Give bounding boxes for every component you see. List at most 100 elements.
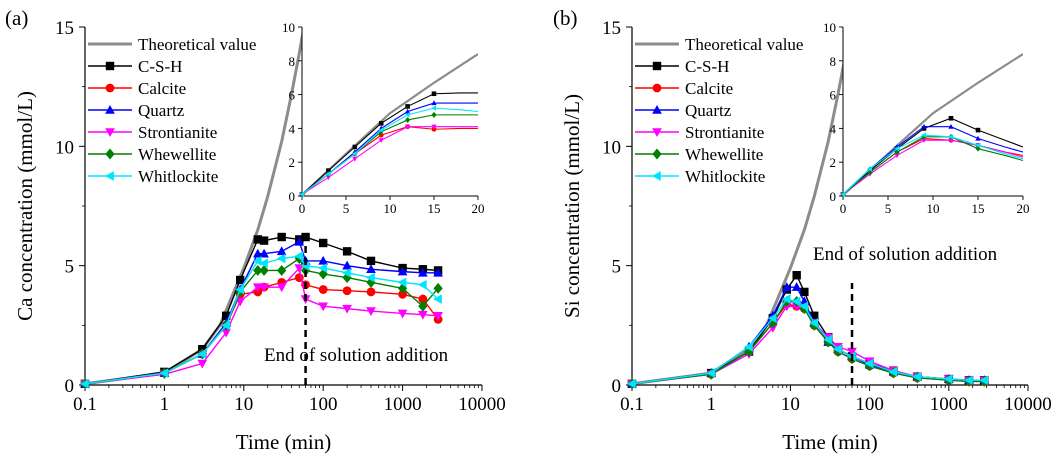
panel-a-series-whitlockite-line: [84, 255, 439, 385]
panel-a-series-whitlockite-point: [276, 253, 286, 264]
panel-a-x-tick-label: 10: [234, 394, 253, 415]
panel-b-series-whitlockite-point: [888, 367, 898, 377]
panel-a-inset-y-tick-label: 0: [289, 189, 296, 204]
panel-a-series-calcite-point: [366, 287, 376, 297]
panel-b-y-tick-label: 5: [612, 257, 622, 278]
panel-a-series-c-s-h-point: [319, 238, 328, 248]
panel-a-series-quartz-point: [397, 266, 408, 276]
panel-b-x-tick-label: 1000: [930, 394, 968, 415]
panel-b-x-tick-label: 10000: [1004, 394, 1052, 415]
panel-a-series-quartz-point: [318, 255, 329, 265]
panel-b-legend-quartz-label: Quartz: [685, 101, 732, 120]
panel-b-legend-calcite-label: Calcite: [685, 79, 733, 98]
panel-a-inset-x-tick-label: 5: [343, 201, 350, 216]
panel-b-end-of-addition-label: End of solution addition: [813, 244, 998, 265]
panel-a-series-c-s-h-point: [366, 256, 376, 266]
panel-a-y-tick-label: 15: [55, 18, 74, 39]
panel-b-inset-x-tick-label: 20: [1017, 201, 1030, 216]
panel-b-x-tick-label: 10: [781, 394, 800, 415]
panel-a-inset-x-tick-label: 20: [472, 201, 485, 216]
panel-a-series-calcite-point: [418, 294, 428, 304]
panel-a-series-whitlockite-point: [300, 260, 310, 271]
panel-a-series-strontianite-point: [342, 304, 352, 314]
panel-a-series-strontianite-point: [318, 302, 329, 312]
panel-a-y-axis-label: Ca concentration (mmol/L): [13, 91, 37, 321]
panel-b-y-tick-label: 10: [602, 137, 621, 158]
panel-a-series-quartz-line: [84, 240, 439, 385]
panel-a-legend-calcite-marker: [105, 83, 115, 93]
panel-b-inset-series-whewellite-point: [921, 133, 927, 140]
panel-b-series-whitlockite-point: [912, 371, 922, 382]
panel-b-y-tick-label: 0: [612, 376, 622, 397]
panel-a-y-tick-label: 0: [65, 376, 75, 397]
panel-b-series-whitlockite-point: [626, 378, 636, 389]
panel-a-series-whitlockite-point: [159, 368, 169, 378]
panel-b-series-c-s-h-point: [800, 287, 809, 297]
panel-b-inset-series-strontianite-point: [921, 138, 927, 143]
panel-b-inset-series-c-s-h-line: [843, 117, 1023, 195]
panel-a-inset-series-c-s-h-point: [405, 104, 410, 109]
panel-a-inset-x-tick-label: 15: [428, 201, 441, 216]
panel-b-inset-series-whitlockite-point: [840, 191, 846, 197]
panel-a-series-strontianite-point: [397, 309, 408, 319]
panel-b-series-strontianite-point: [847, 347, 857, 357]
panel-b-inset-x-tick-label: 10: [927, 201, 940, 216]
panel-a-series-strontianite-point: [418, 310, 428, 320]
panel-a-inset-series-whitlockite-point: [352, 151, 357, 157]
panel-a-legend-quartz-label: Quartz: [138, 101, 185, 120]
panel-a-series-whitlockite-point: [318, 263, 327, 273]
panel-a-series-whewellite-point: [259, 264, 269, 276]
panel-a-inset-series-strontianite-point: [352, 156, 358, 162]
panel-a-inset-series-whitlockite-point: [378, 127, 384, 133]
panel-a-inset-series-strontianite-point: [404, 124, 411, 130]
panel-b-series-whitlockite-point: [799, 301, 809, 312]
panel-b-inset-y-tick-label: 6: [830, 88, 837, 103]
panel-a-inset-series-whewellite-point: [431, 111, 437, 118]
panel-a-series-quartz-point: [433, 267, 443, 277]
panel-a-series-strontianite-point: [259, 283, 269, 293]
panel-b-inset-series-whitlockite-line: [843, 134, 1023, 195]
panel-a-inset-y-tick-label: 10: [282, 20, 295, 35]
panel-b-inset-y-tick-label: 8: [830, 54, 837, 69]
panel-a-inset-series-strontianite-line: [302, 126, 478, 195]
panel-b-series-quartz-point: [781, 282, 792, 291]
panel-a-series-c-s-h-point: [342, 247, 352, 256]
panel-a-series-whitlockite-point: [221, 320, 230, 331]
panel-a-legend-whitlockite-label: Whitlockite: [138, 167, 218, 186]
panel-a-series-whitlockite-point: [397, 277, 407, 288]
panel-b-inset-series-whitlockite-point: [894, 146, 900, 152]
panel-a-inset-series-whitlockite-point: [325, 171, 331, 177]
panel-a-legend-strontianite-marker: [105, 128, 115, 138]
panel-a-series-calcite-point: [342, 286, 352, 296]
panel-b-inset-y-tick-label: 0: [830, 189, 837, 204]
panel-b-series-whitlockite-point: [963, 375, 973, 386]
panel-b-x-tick-label: 1: [706, 394, 716, 415]
panel-b-legend-whitlockite-marker: [651, 171, 661, 181]
panel-a-series-strontianite-point: [366, 307, 376, 317]
panel-a-inset-series-whitlockite-point: [299, 191, 305, 197]
panel-a-legend-strontianite-label: Strontianite: [138, 123, 217, 142]
panel-a-series-whitlockite-point: [235, 284, 244, 295]
panel-a-series-whewellite-point: [397, 282, 408, 294]
panel-a-inset-y-tick-label: 8: [289, 54, 296, 69]
panel-a-inset-series-strontianite-point: [431, 124, 437, 130]
panel-a-x-tick-label: 1: [160, 394, 170, 415]
panel-b-inset-series-strontianite-line: [843, 139, 1023, 195]
panel-b-inset-series-whitlockite-point: [948, 134, 954, 140]
panel-a-series-strontianite-point: [252, 283, 263, 293]
panel-b-series-quartz-point: [791, 282, 802, 291]
panel-b-y-axis-label: Si concentration (mmol/L): [560, 94, 584, 318]
panel-a-series-whitlockite-point: [433, 294, 442, 304]
panel-a-inset-y-tick-label: 6: [289, 88, 296, 103]
panel-a-inset-series-quartz-point: [404, 108, 411, 114]
panel-a-series-calcite-point: [398, 289, 408, 299]
panel-b-inset-series-strontianite-point: [894, 153, 900, 159]
panel-a-series-whitlockite-point: [417, 279, 427, 290]
panel-b-series-theoretical-line: [632, 27, 852, 385]
panel-a-panel-label: (a): [5, 6, 28, 30]
panel-a-series-whitlockite-point: [365, 272, 375, 283]
panel-a-legend-whewellite-marker: [105, 148, 115, 160]
panel-a-legend-quartz-marker: [105, 104, 115, 114]
panel-b-inset-series-whitlockite-point: [975, 142, 981, 148]
panel-a-series-quartz-point: [342, 260, 352, 270]
